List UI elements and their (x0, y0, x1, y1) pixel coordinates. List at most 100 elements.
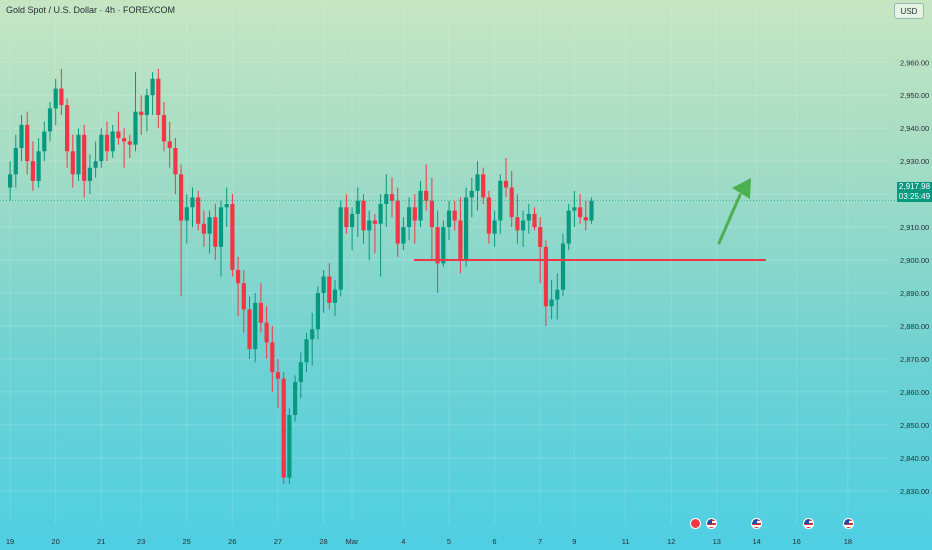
candle-body (452, 210, 457, 221)
candle-body (327, 276, 332, 303)
candle-body (133, 111, 138, 145)
us-flag-icon[interactable] (706, 518, 717, 529)
us-flag-icon[interactable] (803, 518, 814, 529)
price-tick-label: 2,860.00 (900, 388, 929, 397)
candle (59, 68, 64, 116)
candle (412, 194, 417, 244)
candle (435, 210, 440, 294)
candle-body (304, 339, 309, 363)
candle (549, 279, 554, 320)
candle-body (59, 88, 64, 106)
flash-event-icon[interactable] (690, 518, 701, 529)
candle-body (555, 289, 560, 300)
candle-body (446, 210, 452, 228)
symbol-title[interactable]: Gold Spot / U.S. Dollar · 4h · FOREXCOM (6, 5, 176, 15)
candle (361, 194, 366, 244)
price-axis[interactable]: 2,830.00 2,840.00 2,850.00 2,860.00 2,870.00… (900, 58, 929, 496)
candle (589, 197, 594, 224)
candle (475, 161, 480, 211)
candle (213, 204, 218, 261)
candle-body (270, 342, 275, 373)
candle (509, 171, 514, 228)
time-tick-label: 18 (844, 537, 852, 546)
candle-body (486, 197, 491, 234)
candle-body (458, 220, 463, 261)
up-arrow-icon (717, 178, 751, 245)
us-flag-icon[interactable] (751, 518, 762, 529)
candle (8, 161, 13, 201)
time-tick-label: 12 (667, 537, 675, 546)
candle-body (150, 78, 155, 96)
candle (99, 128, 104, 168)
time-tick-label: 13 (713, 537, 721, 546)
candle (481, 167, 486, 205)
candle-body (378, 204, 383, 224)
candle (36, 138, 41, 188)
candle (441, 220, 446, 267)
candle-body (93, 161, 98, 168)
time-tick-label: 27 (274, 537, 282, 546)
candle-body (167, 141, 172, 148)
candle (350, 207, 355, 251)
candle (110, 124, 115, 158)
candle-body (315, 293, 320, 330)
candle (332, 279, 338, 317)
candle-body (236, 269, 241, 284)
candle-body (218, 207, 224, 247)
candle-body (481, 174, 486, 198)
time-axis[interactable]: 19 20 21 23 25 26 27 28 Mar 4 5 6 7 9 11 12 13 14 16 18 (6, 537, 852, 546)
us-flag-icon[interactable] (843, 518, 854, 529)
candle (76, 128, 81, 181)
candle (458, 197, 463, 274)
candle-body (139, 111, 144, 116)
candle (492, 210, 497, 247)
candle-body (264, 322, 269, 343)
candles (8, 68, 594, 485)
candle (179, 164, 184, 297)
candle (161, 101, 167, 152)
candle-body (173, 147, 178, 175)
candle-body (104, 134, 110, 152)
candle (338, 200, 343, 297)
candle (503, 157, 509, 198)
candle-body (589, 200, 594, 221)
candle (521, 210, 526, 247)
candle (532, 207, 537, 231)
candle (538, 217, 543, 284)
candle (298, 352, 303, 399)
candle (572, 190, 577, 228)
candle-body (526, 213, 531, 221)
candle (139, 95, 144, 135)
currency-button[interactable]: USD (894, 3, 924, 19)
candle-body (372, 220, 377, 224)
candle-body (498, 180, 503, 221)
time-tick-label: 25 (183, 537, 191, 546)
time-tick-label: 28 (319, 537, 327, 546)
candle-body (230, 204, 235, 270)
candle-body (8, 174, 13, 188)
candle-body (258, 302, 263, 323)
candle-body (395, 200, 400, 244)
candle-body (70, 151, 75, 175)
candle (384, 174, 389, 228)
price-tick-label: 2,960.00 (900, 58, 929, 67)
candle (258, 283, 263, 333)
candle-body (207, 217, 212, 234)
candle-body (361, 200, 366, 231)
price-tick-label: 2,900.00 (900, 256, 929, 265)
candle (184, 194, 189, 244)
price-tick-label: 2,910.00 (900, 223, 929, 232)
candle (230, 194, 235, 277)
candle-body (122, 138, 127, 142)
candle (87, 154, 92, 195)
candle (156, 68, 161, 129)
candle (498, 174, 503, 234)
candle-body (549, 299, 554, 307)
candle (407, 197, 412, 241)
price-tick-label: 2,850.00 (900, 421, 929, 430)
candle-body (515, 217, 520, 231)
candle (275, 358, 281, 409)
candle-body (247, 309, 252, 350)
